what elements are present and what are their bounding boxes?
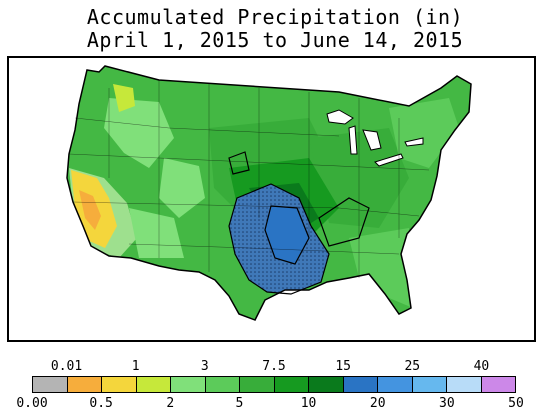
legend-swatch (309, 377, 344, 392)
legend-swatch (240, 377, 275, 392)
legend-label-top: 15 (335, 359, 351, 374)
legend-label-bottom: 2 (166, 396, 175, 411)
legend-swatch (274, 377, 309, 392)
legend-label-top: 40 (473, 359, 490, 374)
legend-swatch (412, 377, 447, 392)
legend-label-bottom: 5 (235, 396, 244, 411)
lake-superior (326, 109, 354, 125)
legend-swatch (447, 377, 482, 392)
legend-swatch (33, 377, 68, 392)
legend-swatch (378, 377, 413, 392)
precipitation-map (7, 56, 536, 342)
legend-label-bottom: 10 (300, 396, 317, 411)
legend-label-top: 1 (131, 359, 140, 374)
state-borders (68, 80, 430, 278)
lake-erie (374, 153, 404, 167)
legend-swatch (343, 377, 378, 392)
legend-swatch (481, 377, 515, 392)
legend-label-bottom: 50 (508, 396, 524, 411)
legend-swatch (205, 377, 240, 392)
lake-michigan (348, 125, 358, 155)
legend-swatch (102, 377, 137, 392)
legend-label-top: 0.01 (50, 359, 83, 374)
legend-label-top: 7.5 (262, 359, 286, 374)
legend-swatch (136, 377, 171, 392)
legend-label-bottom: 0.5 (89, 396, 113, 411)
legend-swatch (67, 377, 102, 392)
precip-contours (228, 151, 370, 295)
legend-swatch (171, 377, 206, 392)
lake-huron (362, 129, 382, 151)
legend-label-bottom: 20 (369, 396, 386, 411)
map-title-line-2: April 1, 2015 to June 14, 2015 (86, 28, 464, 52)
map-title-line-1: Accumulated Precipitation (in) (86, 5, 464, 29)
legend-label-bottom: 0.00 (16, 396, 48, 411)
legend-color-bar (32, 376, 516, 393)
legend-label-top: 3 (200, 359, 209, 374)
legend-label-bottom: 30 (439, 396, 455, 411)
legend-label-top: 25 (404, 359, 421, 374)
lake-ontario (404, 137, 424, 147)
